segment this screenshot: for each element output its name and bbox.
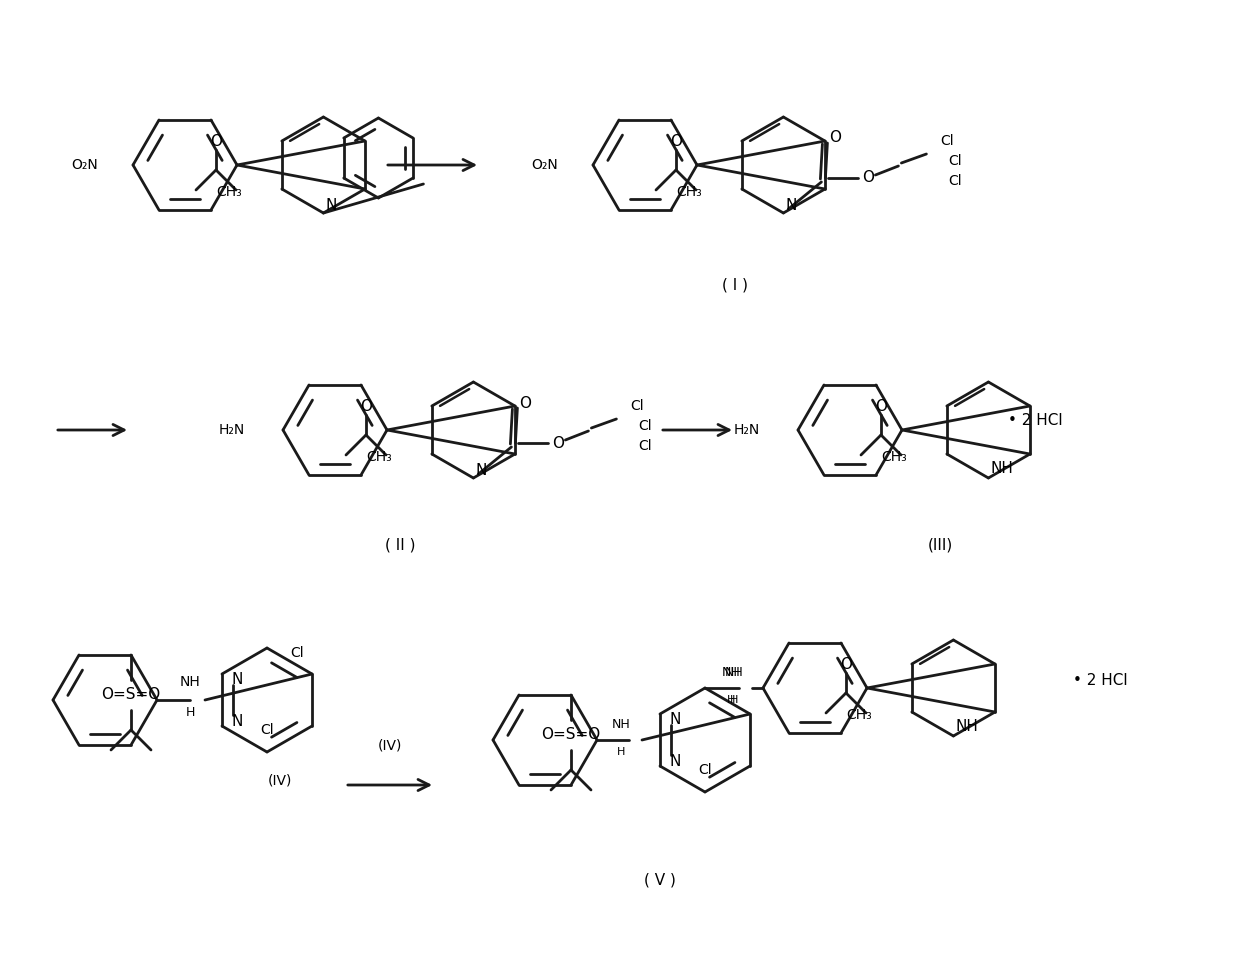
Text: CH₃: CH₃ — [676, 185, 702, 199]
Text: N: N — [232, 713, 243, 728]
Text: H: H — [727, 695, 735, 705]
Text: O: O — [875, 399, 887, 414]
Text: Cl: Cl — [949, 154, 962, 168]
Text: O₂N: O₂N — [531, 158, 558, 172]
Text: O: O — [360, 399, 372, 414]
Text: H₂N: H₂N — [734, 423, 760, 437]
Text: (III): (III) — [928, 538, 952, 552]
Text: CH₃: CH₃ — [216, 185, 242, 199]
Text: ( II ): ( II ) — [384, 538, 415, 552]
Text: CH₃: CH₃ — [366, 450, 392, 464]
Text: N: N — [326, 197, 337, 213]
Text: N: N — [786, 197, 797, 213]
Text: N: N — [670, 753, 681, 769]
Text: NH: NH — [611, 717, 630, 731]
Text: O: O — [552, 435, 564, 450]
Text: NH: NH — [724, 666, 743, 678]
Text: O=S=O: O=S=O — [542, 727, 600, 743]
Text: H: H — [185, 706, 195, 718]
Text: N: N — [232, 672, 243, 686]
Text: NH: NH — [722, 666, 740, 678]
Text: Cl: Cl — [949, 174, 962, 188]
Text: Cl: Cl — [290, 646, 304, 660]
Text: Cl: Cl — [639, 419, 652, 433]
Text: Cl: Cl — [698, 763, 712, 777]
Text: (IV): (IV) — [268, 773, 293, 787]
Text: O₂N: O₂N — [71, 158, 98, 172]
Text: Cl: Cl — [639, 439, 652, 453]
Text: O: O — [670, 134, 682, 150]
Text: H₂N: H₂N — [218, 423, 246, 437]
Text: N: N — [670, 712, 681, 726]
Text: ( V ): ( V ) — [644, 873, 676, 887]
Text: O: O — [520, 396, 532, 410]
Text: Cl: Cl — [941, 134, 955, 148]
Text: CH₃: CH₃ — [880, 450, 906, 464]
Text: (IV): (IV) — [378, 738, 402, 752]
Text: O: O — [210, 134, 222, 150]
Text: O: O — [862, 170, 874, 186]
Text: H: H — [730, 695, 738, 705]
Text: • 2 HCl: • 2 HCl — [1008, 412, 1063, 428]
Text: NH: NH — [956, 718, 978, 734]
Text: • 2 HCl: • 2 HCl — [1073, 673, 1127, 687]
Text: NH: NH — [991, 461, 1014, 475]
Text: O: O — [839, 657, 852, 673]
Text: O: O — [830, 130, 842, 146]
Text: N: N — [476, 463, 487, 477]
Text: CH₃: CH₃ — [846, 708, 872, 722]
Text: O=S=O: O=S=O — [102, 687, 161, 703]
Text: Cl: Cl — [631, 399, 645, 413]
Text: ( I ): ( I ) — [722, 277, 748, 293]
Text: Cl: Cl — [260, 723, 274, 737]
Text: NH: NH — [180, 675, 201, 689]
Text: H: H — [616, 747, 625, 757]
